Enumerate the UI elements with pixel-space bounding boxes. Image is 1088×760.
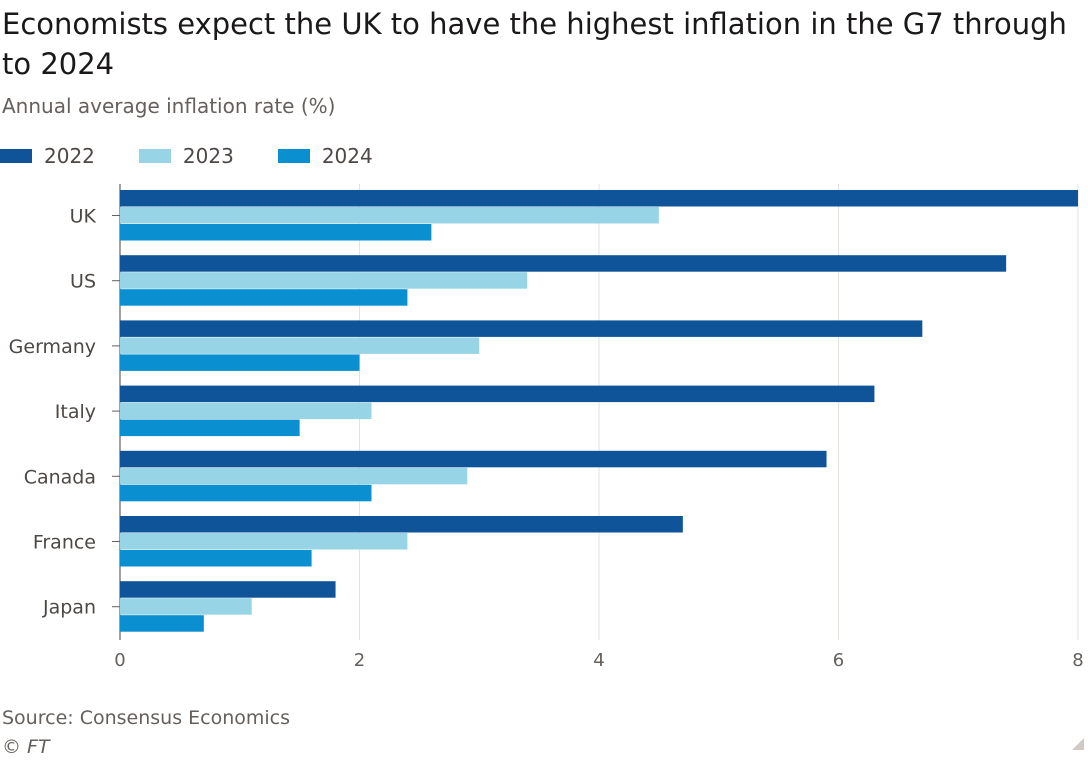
bar-uk-2024 xyxy=(120,224,432,241)
bar-us-2024 xyxy=(120,289,408,306)
legend: 2022 2023 2024 xyxy=(0,143,417,169)
bar-germany-2024 xyxy=(120,354,360,371)
bar-canada-2023 xyxy=(120,467,468,485)
x-tick-label-2: 2 xyxy=(354,650,365,671)
bar-germany-2022 xyxy=(120,320,923,337)
bar-france-2023 xyxy=(120,533,408,550)
bar-italy-2024 xyxy=(120,419,300,437)
legend-label-2024: 2024 xyxy=(321,144,373,168)
bar-canada-2022 xyxy=(120,450,827,468)
chart-subtitle: Annual average inflation rate (%) xyxy=(2,94,336,118)
legend-label-2022: 2022 xyxy=(44,144,95,168)
bar-uk-2023 xyxy=(120,207,659,224)
legend-swatch-2023 xyxy=(138,149,171,163)
legend-label-2023: 2023 xyxy=(182,144,234,168)
bar-uk-2022 xyxy=(120,190,1078,207)
x-tick-label-8: 8 xyxy=(1072,650,1083,671)
legend-swatch-2022 xyxy=(0,149,32,163)
y-tick-label-italy: Italy xyxy=(55,401,96,423)
bar-japan-2024 xyxy=(120,615,204,632)
bar-japan-2023 xyxy=(120,598,252,615)
y-tick-label-canada: Canada xyxy=(24,466,96,488)
y-tick-label-japan: Japan xyxy=(42,597,96,619)
bar-us-2022 xyxy=(120,255,1007,272)
bar-italy-2022 xyxy=(120,385,875,403)
legend-swatch-2024 xyxy=(277,149,310,163)
bar-italy-2023 xyxy=(120,402,372,420)
bar-france-2022 xyxy=(120,516,683,533)
bar-chart: 0 2 4 6 8 UK US Germany Italy Canada France Japan xyxy=(9,184,1084,671)
y-tick-label-us: US xyxy=(70,271,96,293)
bar-france-2024 xyxy=(120,550,312,567)
y-tick-label-uk: UK xyxy=(70,206,97,228)
source-note: Source: Consensus Economics xyxy=(2,707,291,729)
resize-corner-icon xyxy=(1072,738,1084,750)
y-tick-label-germany: Germany xyxy=(9,336,96,358)
bar-canada-2024 xyxy=(120,484,372,502)
legend-item-2024: 2024 xyxy=(277,144,373,168)
x-tick-label-0: 0 xyxy=(114,650,125,671)
bar-japan-2022 xyxy=(120,581,336,598)
x-tick-label-6: 6 xyxy=(833,650,844,671)
chart-title: Economists expect the UK to have the hig… xyxy=(2,7,1067,81)
y-tick-label-france: France xyxy=(33,532,96,554)
legend-item-2022: 2022 xyxy=(0,144,95,168)
x-tick-label-4: 4 xyxy=(593,650,604,671)
bar-us-2023 xyxy=(120,272,528,289)
copyright: © FT xyxy=(2,736,50,758)
legend-item-2023: 2023 xyxy=(138,144,234,168)
bar-germany-2023 xyxy=(120,337,480,354)
